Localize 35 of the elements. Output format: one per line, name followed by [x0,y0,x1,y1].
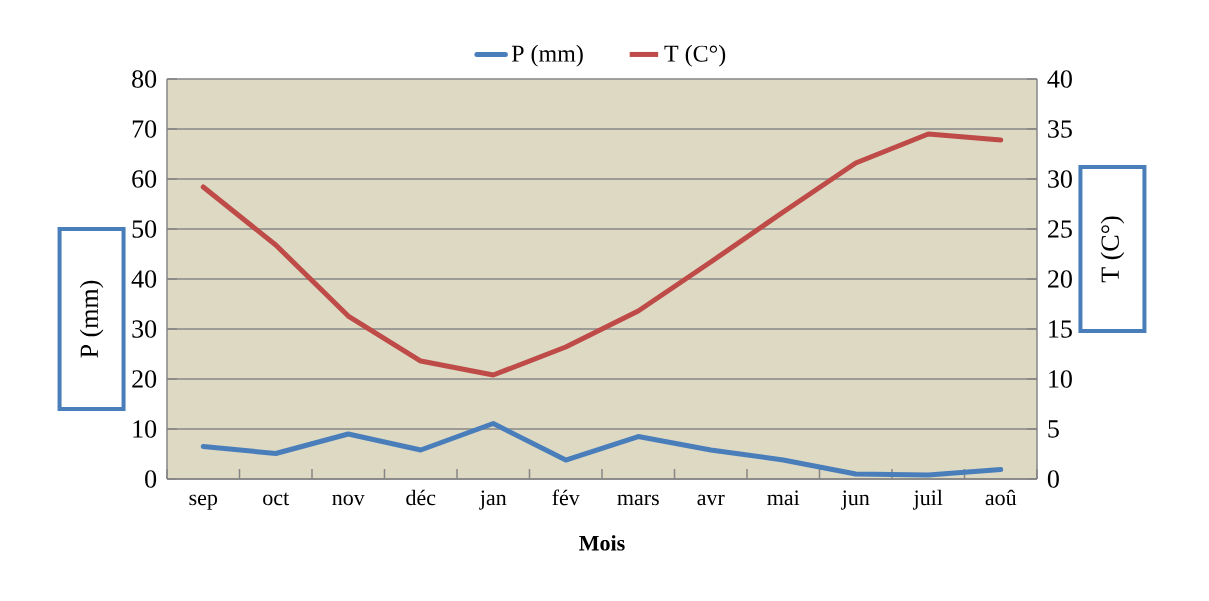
y-tick-label: 30 [132,320,157,338]
x-tick-label: avr [697,494,725,506]
y2-axis-title: T (C°) [1100,216,1125,283]
y-tick-label: 40 [131,270,157,288]
y2-tick-label: 10 [1049,370,1072,388]
x-tick-label: oct [263,492,290,506]
y2-tick-label: 5 [1048,420,1059,438]
y-tick-label: 50 [132,220,157,238]
y-tick-label: 20 [132,370,157,388]
y2-tick-label: 20 [1048,270,1072,288]
y2-tick-label: 30 [1048,170,1072,188]
y2-tick-label: 25 [1048,220,1072,238]
x-tick-label: mars [617,494,659,506]
legend-label: P (mm) [511,44,583,67]
x-tick-label: nov [332,494,365,506]
legend-label: T (C°) [664,44,726,67]
y2-tick-label: 40 [1047,70,1072,88]
y2-tick-label: 35 [1048,120,1072,138]
y-axis-title: P (mm) [79,280,104,358]
y-tick-label: 60 [132,170,157,188]
y-tick-label: 0 [145,470,157,488]
x-tick-label: fév [552,489,580,506]
x-axis-title: Mois [579,535,625,551]
y2-tick-label: 15 [1049,320,1072,338]
x-tick-label: juil [912,489,943,510]
x-tick-label: jun [841,490,870,510]
y-tick-label: 10 [133,420,157,438]
x-tick-label: déc [406,489,436,506]
y-tick-label: 80 [132,70,157,88]
y2-tick-label: 0 [1047,470,1059,488]
y-tick-label: 70 [132,120,157,138]
x-tick-label: jan [479,490,507,510]
x-tick-label: mai [767,490,800,506]
x-tick-label: aoû [985,489,1017,506]
x-tick-label: sep [189,494,218,510]
